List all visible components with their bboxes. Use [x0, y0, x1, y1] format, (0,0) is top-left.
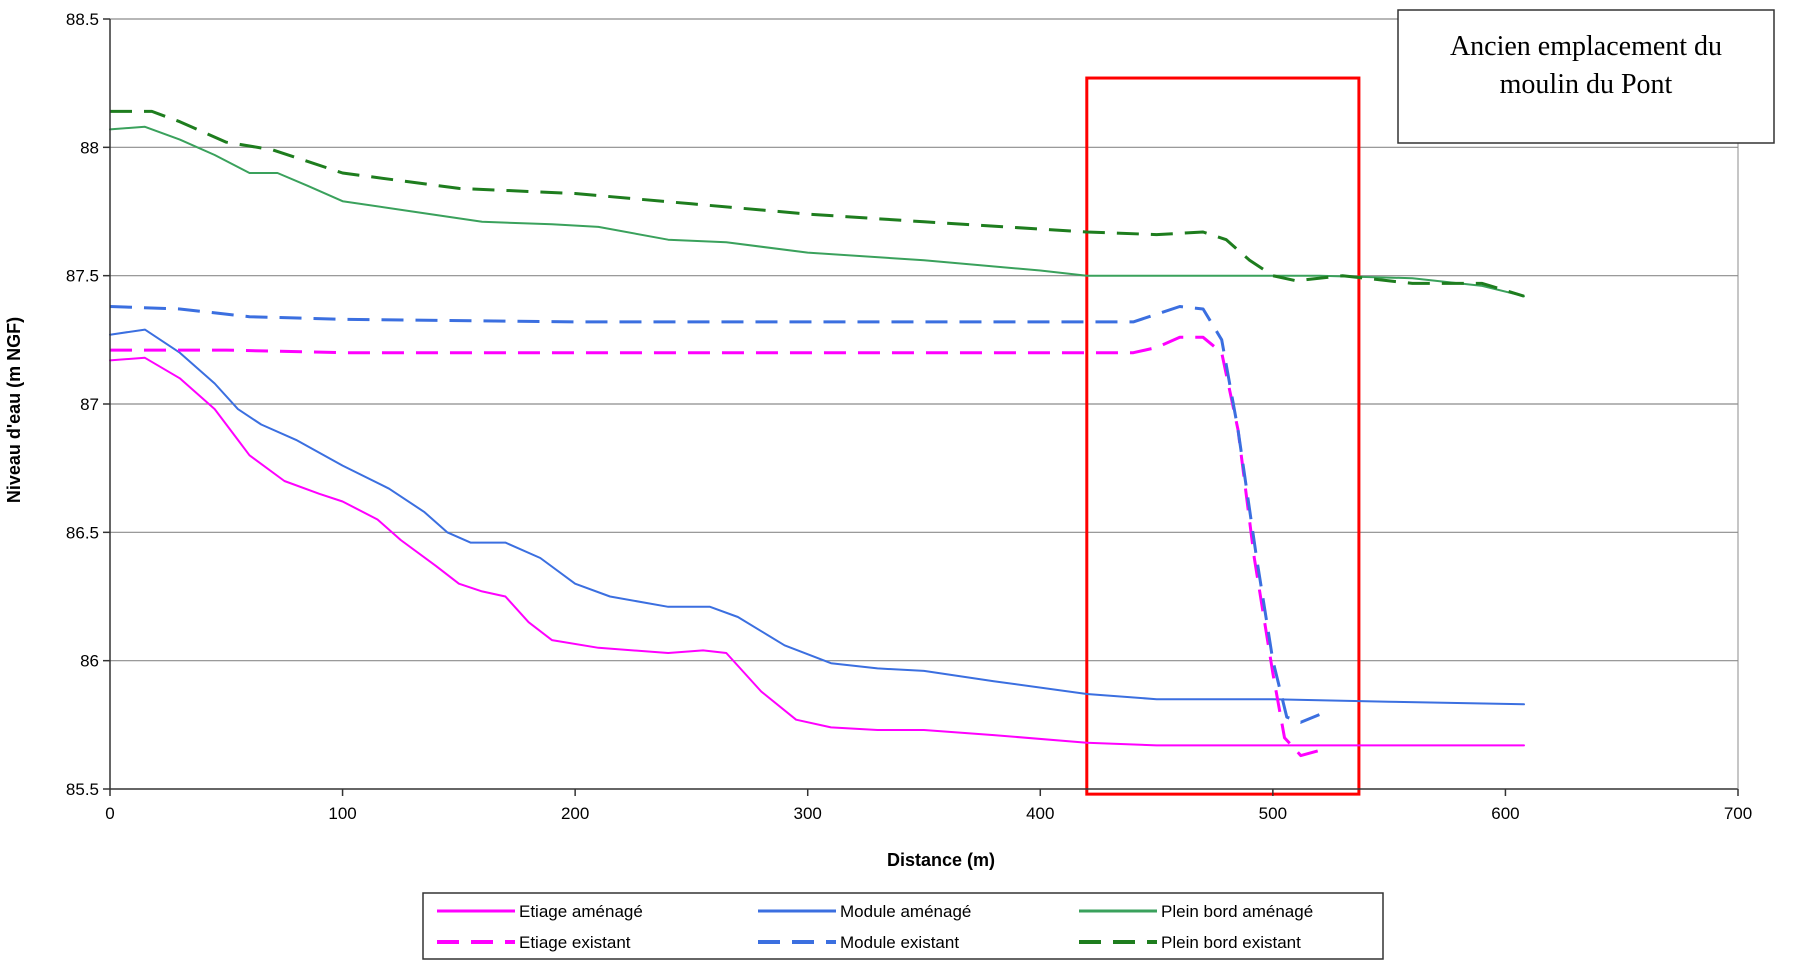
x-tick-label: 500	[1259, 804, 1287, 823]
axes	[103, 18, 1739, 796]
series-group	[109, 109, 1525, 758]
x-tick-label: 600	[1491, 804, 1519, 823]
y-tick-label: 86	[80, 652, 99, 671]
tick-labels: 85.5 86 86.5 87 87.5 88 88.5 0 100 200 300 400 500 60…	[66, 10, 1752, 823]
y-tick-label: 87	[80, 395, 99, 414]
legend: Etiage aménagé Module aménagé Plein bord a…	[422, 892, 1384, 960]
legend-label-etiage-existant: Etiage existant	[519, 933, 631, 952]
annotation-frame	[1397, 9, 1775, 144]
legend-label-plein-bord-amenage: Plein bord aménagé	[1161, 902, 1313, 921]
annotation-line-1: Ancien emplacement du	[1450, 31, 1722, 62]
x-tick-label: 0	[105, 804, 114, 823]
series-line-plein-bord-amenage	[109, 125, 1525, 298]
y-tick-label: 87.5	[66, 267, 99, 286]
legend-frame	[422, 892, 1384, 960]
x-tick-label: 100	[328, 804, 356, 823]
gridlines	[110, 18, 1738, 662]
y-tick-label: 88	[80, 138, 99, 157]
legend-label-module-existant: Module existant	[840, 933, 959, 952]
y-tick-label: 88.5	[66, 10, 99, 29]
series-line-etiage-amenage	[109, 356, 1525, 747]
series-line-module-amenage	[109, 328, 1525, 706]
series-line-module-existant	[109, 305, 1320, 724]
y-tick-label: 85.5	[66, 780, 99, 799]
y-axis-label: Niveau d'eau (m NGF)	[4, 317, 24, 503]
annotation-line-2: moulin du Pont	[1500, 69, 1673, 100]
y-tick-label: 86.5	[66, 523, 99, 542]
highlight-box	[1085, 76, 1361, 796]
annotation-box: Ancien emplacement du moulin du Pont	[1397, 9, 1775, 144]
x-axis-label: Distance (m)	[887, 850, 995, 870]
x-tick-label: 300	[794, 804, 822, 823]
x-tick-label: 200	[561, 804, 589, 823]
series-line-plein-bord-existant	[110, 109, 1525, 298]
legend-label-module-amenage: Module aménagé	[840, 902, 971, 921]
series-line-etiage-existant	[110, 335, 1320, 758]
legend-label-plein-bord-existant: Plein bord existant	[1161, 933, 1301, 952]
legend-label-etiage-amenage: Etiage aménagé	[519, 902, 643, 921]
highlight-box-group	[1085, 76, 1361, 796]
x-tick-label: 700	[1724, 804, 1752, 823]
x-tick-label: 400	[1026, 804, 1054, 823]
